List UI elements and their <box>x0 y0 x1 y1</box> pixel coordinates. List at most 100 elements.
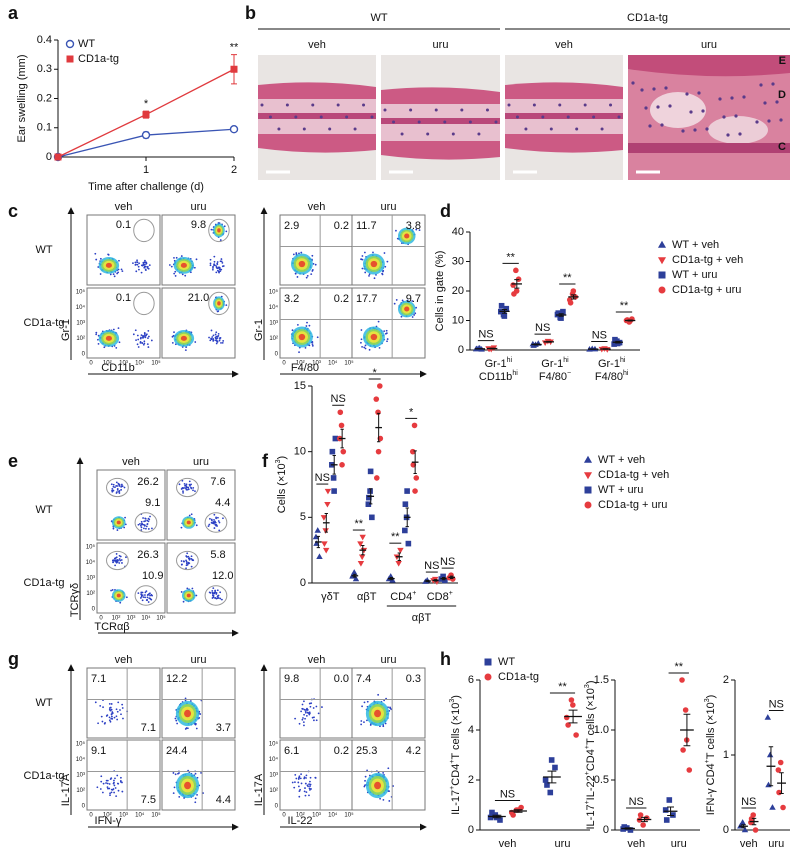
flow-tick-label: 10⁴ <box>76 304 86 311</box>
event-dot <box>396 237 399 240</box>
error-bar <box>779 772 784 794</box>
density <box>298 260 306 268</box>
event-dot <box>137 346 140 348</box>
cell <box>685 92 689 96</box>
event-dot <box>212 592 214 595</box>
annotation: ** <box>674 661 683 673</box>
event-dot <box>118 558 121 560</box>
error-bar <box>558 313 564 317</box>
marker <box>657 240 667 248</box>
event-dot <box>145 525 148 528</box>
marker <box>331 488 337 494</box>
error-bar <box>413 450 417 474</box>
marker <box>373 396 380 402</box>
event-dot <box>96 786 99 789</box>
event-dot <box>140 593 143 596</box>
marker <box>666 797 673 803</box>
flow-tick-label: 10⁵ <box>344 812 354 819</box>
cell <box>742 95 746 99</box>
y-tick-label: 10 <box>452 314 464 326</box>
gate-value: 12.0 <box>212 570 233 582</box>
event-dot <box>145 262 148 265</box>
event-dot <box>119 709 121 711</box>
gate-value: 7.5 <box>141 794 156 806</box>
event-dot <box>180 255 183 257</box>
error-bar <box>615 340 621 344</box>
flow-tick-label: 10³ <box>312 361 321 367</box>
event-dot <box>122 717 124 720</box>
flow-tick-label: 10³ <box>269 321 278 327</box>
gate-value: 3.8 <box>406 220 421 232</box>
marker <box>230 65 238 73</box>
event-dot <box>145 590 148 593</box>
event-dot <box>180 526 183 529</box>
text-part: + <box>584 771 591 775</box>
text-part: + <box>584 800 591 804</box>
flow-tick-label: 10² <box>76 336 85 342</box>
marker <box>497 817 503 823</box>
gate <box>176 550 199 571</box>
x-tick-label: 1 <box>143 164 149 176</box>
flow-axis-label: IL-17A <box>60 773 72 806</box>
error-bar <box>547 770 557 784</box>
event-dot <box>212 587 215 590</box>
event-dot <box>148 597 151 600</box>
marker <box>583 472 593 480</box>
event-dot <box>118 259 120 262</box>
cell <box>763 101 767 105</box>
event-dot <box>312 262 315 265</box>
error-bar <box>405 507 409 528</box>
event-dot <box>110 483 113 486</box>
text-part: 3 <box>704 698 711 702</box>
marker <box>404 488 410 494</box>
event-dot <box>134 264 137 266</box>
marker <box>405 540 412 547</box>
event-dot <box>215 517 218 520</box>
marker <box>339 462 345 468</box>
event-dot <box>184 274 187 277</box>
flow-tick-label: 10⁴ <box>135 360 145 367</box>
condition-label: uru <box>433 39 449 51</box>
event-dot <box>119 780 122 782</box>
event-dot <box>140 591 143 594</box>
flow-tick-label: 10³ <box>119 813 128 819</box>
event-dot <box>308 702 311 705</box>
event-dot <box>121 781 123 784</box>
event-dot <box>314 777 317 779</box>
flow-plot <box>86 214 161 286</box>
gate-value: 9.1 <box>91 745 106 757</box>
annotation: ** <box>558 681 567 693</box>
marker <box>670 812 676 818</box>
event-dot <box>209 339 212 342</box>
marker <box>487 814 494 821</box>
event-dot <box>149 515 151 518</box>
event-dot <box>211 268 214 271</box>
event-dot <box>215 271 218 274</box>
flow-plot <box>351 287 426 359</box>
marker <box>662 807 669 813</box>
event-dot <box>186 552 189 555</box>
event-dot <box>310 788 312 790</box>
event-dot <box>212 338 215 340</box>
event-dot <box>382 772 385 774</box>
cell <box>609 103 613 107</box>
cell <box>701 109 705 113</box>
gate-value: 7.6 <box>210 476 225 488</box>
flow-tick-label: 10³ <box>119 361 128 367</box>
event-dot <box>117 701 120 704</box>
flow-tick-label: 10² <box>112 616 121 622</box>
gate <box>106 477 129 498</box>
marker <box>498 302 505 309</box>
annotation: ** <box>391 531 400 543</box>
event-dot <box>220 260 223 263</box>
text-part: CD4 <box>390 591 412 603</box>
event-dot <box>97 342 100 345</box>
event-dot <box>212 334 215 337</box>
marker <box>627 827 634 833</box>
event-dot <box>225 230 228 233</box>
event-dot <box>173 331 175 334</box>
event-dot <box>311 269 314 271</box>
event-dot <box>110 703 113 705</box>
flow-tick-label: 10⁴ <box>328 360 338 367</box>
event-dot <box>137 523 140 526</box>
